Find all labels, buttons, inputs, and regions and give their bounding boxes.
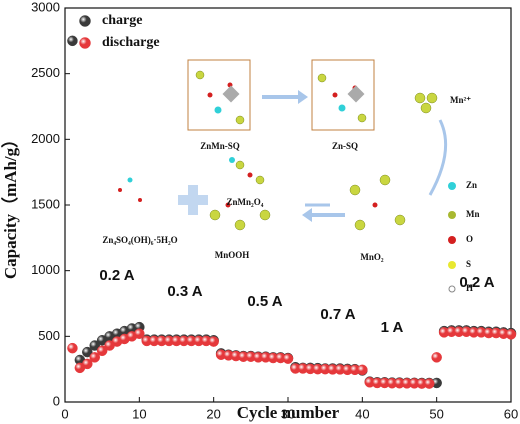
x-tick-label: 50 [429,406,443,421]
plot-frame [64,7,512,403]
y-tick-label: 1000 [31,262,60,277]
inset-label: MnO₂ [360,252,384,262]
inset-legend-label: H [466,283,473,293]
x-tick-label: 60 [504,406,518,421]
legend-marker [79,37,91,49]
point [431,352,442,363]
inset-label: Zn-SQ [332,141,358,151]
inset-legend-label: Mn [466,209,480,219]
point [89,340,100,351]
x-axis-title: Cycle number [237,403,340,422]
y-tick-label: 0 [53,393,60,408]
x-tick-label: 20 [206,406,220,421]
y-axis-title: Capacity（mAh/g） [0,131,20,279]
point [67,35,78,47]
inset-label: ZnMn-SQ [200,141,240,151]
annotation: 0.3 A [167,283,202,300]
inset-label: MnOOH [215,250,250,260]
y-tick-label: 1500 [31,196,60,211]
point [505,329,517,340]
y-tick-label: 3000 [31,0,60,14]
point [82,358,93,370]
y-tick-label: 2000 [31,131,60,146]
point [96,345,108,357]
legend-marker [79,15,91,27]
legend-label: charge [102,13,142,28]
inset-label: Zn₄SO₄(OH)₆·5H₂O [102,235,177,245]
y-tick-label: 500 [38,328,60,343]
point [282,353,294,364]
point [134,328,145,339]
point [67,342,78,354]
point [208,336,219,347]
point [423,378,435,389]
inset-structures [118,59,456,293]
annotation: 0.5 A [247,293,282,310]
inset-legend-label: O [466,234,473,244]
annotation: 0.2 A [99,267,134,284]
inset-label: ZnMn₂O₄ [227,197,264,207]
x-tick-label: 0 [61,406,68,421]
point [82,346,93,358]
annotation: 0.2 A [459,274,494,291]
legend-label: discharge [102,35,160,50]
annotation: 0.7 A [320,306,355,323]
x-tick-label: 40 [355,406,369,421]
inset-legend-label: S [466,259,471,269]
y-tick-label: 2500 [31,65,60,80]
point [357,364,368,376]
inset-label: Mn²⁺ [450,95,471,105]
point [89,352,100,363]
x-tick-label: 10 [132,406,146,421]
inset-legend-label: Zn [466,180,477,190]
annotation: 1 A [381,319,404,336]
x-tick-label: 30 [281,406,295,421]
